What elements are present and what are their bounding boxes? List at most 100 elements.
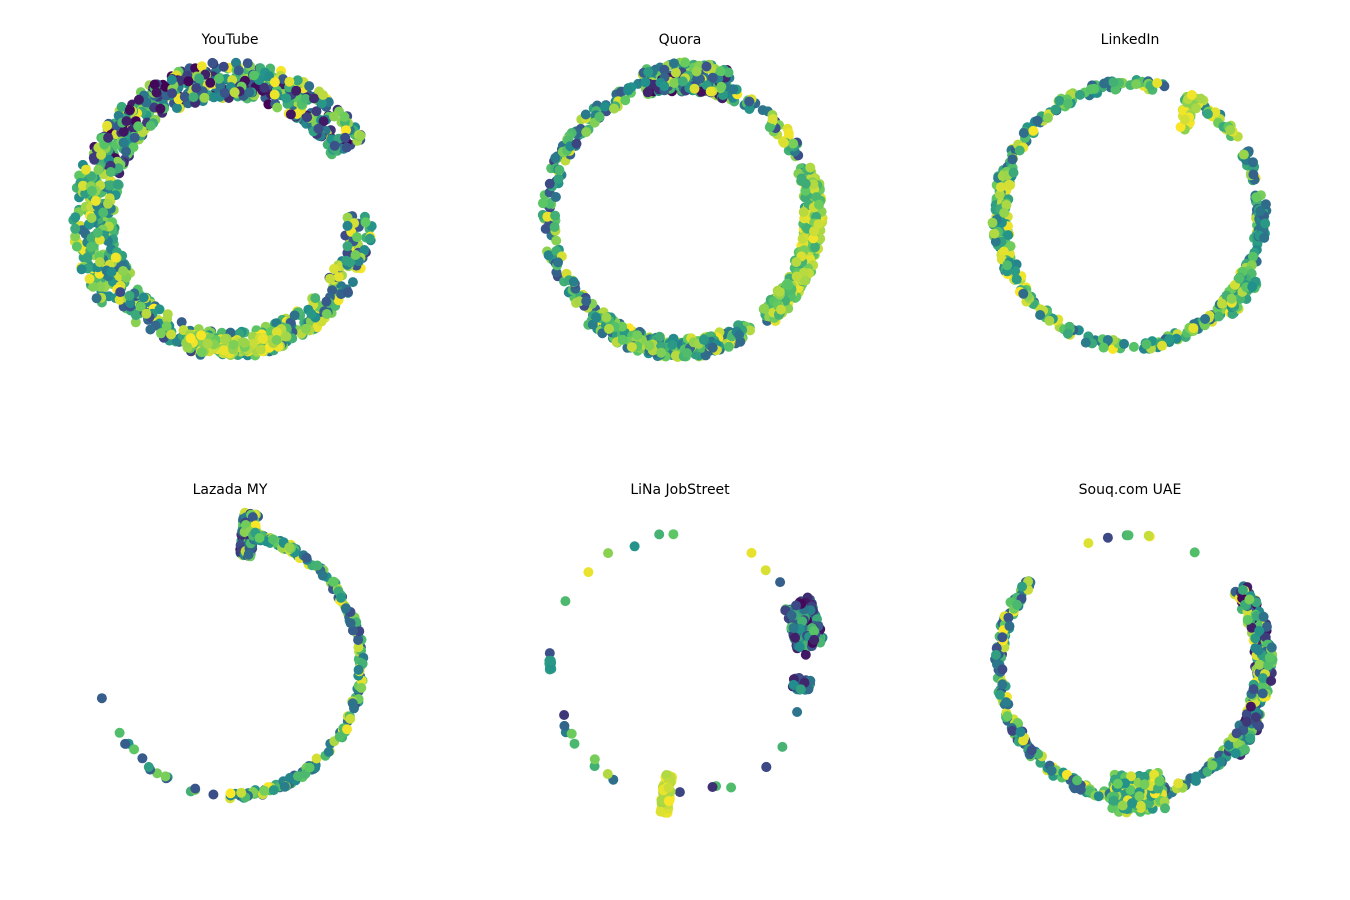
scatter-point	[202, 338, 213, 349]
scatter-point	[805, 162, 816, 173]
scatter-point	[1245, 701, 1256, 712]
scatter-point	[654, 529, 665, 540]
scatter-point	[723, 67, 734, 78]
scatter-point	[998, 246, 1009, 257]
scatter-point	[1250, 633, 1261, 644]
scatter-point	[84, 273, 95, 284]
scatter-point	[775, 577, 786, 588]
scatter-point	[118, 266, 129, 276]
scatter-point	[329, 140, 340, 151]
scatter-point	[118, 137, 129, 148]
scatter-point	[1149, 769, 1160, 780]
scatter-point	[106, 267, 117, 277]
scatter-point	[800, 649, 811, 660]
scatter-point	[1072, 775, 1083, 786]
scatter-point	[1254, 659, 1265, 670]
scatter-point	[571, 138, 582, 149]
scatter-point	[580, 109, 591, 120]
scatter-point	[300, 93, 311, 104]
scatter-point	[1266, 642, 1277, 653]
scatter-point	[583, 567, 594, 578]
scatter-point	[166, 74, 177, 85]
scatter-point	[1231, 728, 1242, 739]
scatter-point	[1241, 709, 1252, 720]
scatter-point	[219, 334, 230, 345]
scatter-point	[642, 87, 653, 98]
scatter-point	[145, 324, 156, 335]
scatter-point	[1017, 581, 1027, 592]
scatter-point	[350, 250, 361, 260]
scatter-plot	[544, 529, 828, 818]
scatter-point	[341, 142, 352, 153]
scatter-point	[1131, 79, 1142, 90]
scatter-point	[281, 93, 292, 104]
scatter-point	[1202, 109, 1213, 119]
scatter-point	[292, 75, 303, 86]
scatter-point	[1191, 776, 1201, 786]
scatter-point	[669, 58, 679, 69]
scatter-point	[1093, 791, 1104, 802]
scatter-point	[788, 679, 799, 690]
scatter-point	[342, 212, 353, 223]
scatter-point	[185, 333, 196, 344]
scatter-point	[1127, 798, 1137, 809]
scatter-point	[669, 78, 680, 88]
scatter-point	[86, 241, 97, 252]
scatter-point	[115, 287, 126, 298]
scatter-point	[1046, 765, 1057, 776]
scatter-point	[341, 125, 351, 136]
scatter-point	[795, 684, 806, 695]
scatter-point	[166, 329, 177, 340]
scatter-plot	[987, 75, 1272, 354]
scatter-point	[559, 710, 570, 720]
scatter-point	[810, 242, 820, 253]
scatter-point	[1173, 778, 1184, 789]
scatter-point	[1007, 725, 1018, 736]
scatter-point	[141, 308, 152, 319]
scatter-point	[141, 97, 152, 108]
scatter-point	[340, 603, 351, 614]
scatter-point	[321, 296, 332, 307]
subplot-title: LiNa JobStreet	[630, 482, 730, 498]
scatter-point	[1154, 776, 1165, 787]
scatter-point	[1237, 585, 1248, 595]
scatter-point	[1188, 323, 1199, 334]
scatter-point	[1200, 314, 1211, 324]
scatter-point	[1143, 530, 1154, 541]
scatter-point	[167, 88, 178, 99]
scatter-point	[325, 273, 336, 284]
scatter-point	[214, 73, 224, 84]
scatter-point	[77, 180, 88, 191]
scatter-point	[271, 327, 282, 338]
scatter-point	[285, 109, 296, 120]
scatter-point	[1234, 273, 1245, 284]
scatter-point	[1089, 83, 1099, 94]
scatter-point	[1102, 532, 1113, 543]
scatter-point	[239, 337, 250, 348]
scatter-point	[323, 746, 334, 757]
scatter-point	[1108, 77, 1119, 88]
scatter-point	[95, 281, 106, 292]
scatter-point	[794, 642, 805, 652]
scatter-point	[1257, 673, 1268, 684]
scatter-point	[268, 534, 278, 545]
scatter-point	[689, 83, 700, 94]
scatter-point	[707, 72, 718, 83]
scatter-point	[759, 303, 770, 314]
subplot-title: Souq.com UAE	[1078, 482, 1182, 498]
scatter-point	[1245, 733, 1256, 744]
scatter-point	[339, 111, 350, 122]
scatter-point	[160, 771, 171, 782]
scatter-point	[1026, 745, 1037, 756]
scatter-point	[680, 57, 691, 68]
scatter-point	[102, 120, 113, 131]
scatter-point	[143, 762, 154, 772]
scatter-point	[800, 178, 811, 189]
scatter-point	[194, 73, 205, 84]
scatter-point	[1001, 200, 1012, 210]
scatter-point	[1171, 333, 1182, 344]
scatter-point	[301, 323, 311, 334]
scatter-point	[1248, 157, 1258, 168]
scatter-point	[129, 132, 140, 143]
subplot-souq-uae: Souq.com UAE	[905, 450, 1350, 900]
